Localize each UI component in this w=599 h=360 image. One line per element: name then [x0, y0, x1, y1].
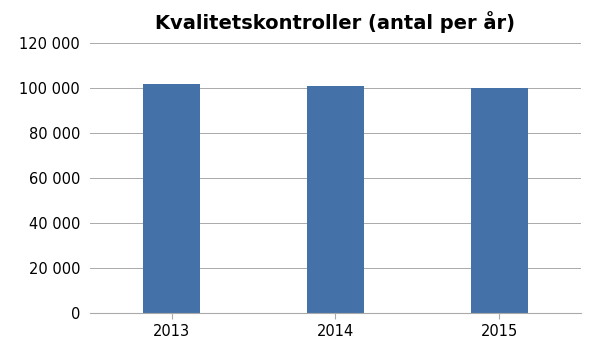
Bar [470, 88, 528, 313]
Title: Kvalitetskontroller (antal per år): Kvalitetskontroller (antal per år) [155, 11, 516, 33]
Bar [307, 86, 364, 313]
Bar [143, 84, 200, 313]
